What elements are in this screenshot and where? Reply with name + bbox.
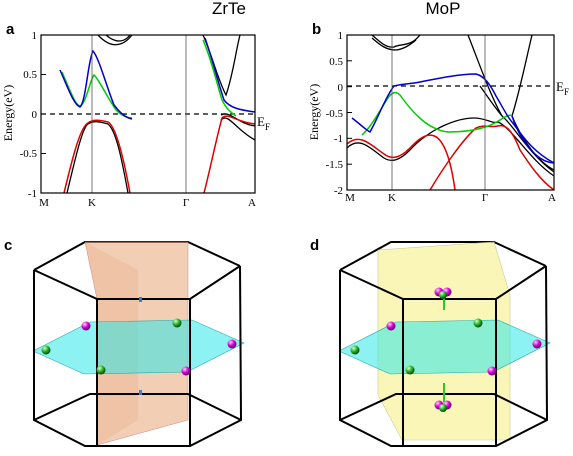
kpoint-a-k: K (88, 197, 96, 209)
marker-c-top (139, 297, 142, 302)
weyl-point-d6 (487, 366, 497, 376)
ytick-a-2: 0 (32, 109, 38, 121)
band-green-b1 (361, 91, 513, 136)
weyl-point-c3 (227, 339, 237, 349)
fermi-label-b: EF (556, 79, 569, 97)
kpoints-a: M K Γ A (39, 197, 256, 209)
weyl-point-d5 (405, 365, 415, 375)
panel-b: b MoP Energy(eV) 1 (307, 0, 569, 204)
bz-d-outline (339, 265, 549, 447)
ytick-b-2: 0 (338, 82, 344, 94)
bz-c-outline (33, 265, 243, 447)
kpoint-b-k: K (388, 192, 396, 204)
bands-b (347, 35, 554, 190)
kz0-plane-d (338, 319, 551, 375)
weyl-point-d2 (473, 318, 483, 328)
bz-c-top-front (33, 265, 241, 300)
band-black-b1 (371, 35, 421, 48)
panel-title-b: MoP (426, 0, 461, 18)
kz0-plane-c (32, 319, 245, 375)
band-black-b4 (511, 35, 533, 117)
panel-c: c (4, 237, 245, 447)
ytick-b-3: -0.5 (326, 108, 344, 120)
weyl-point-c2 (172, 318, 182, 328)
weyl-point-d4 (350, 345, 360, 355)
panel-label-c: c (4, 237, 12, 254)
ytick-a-1: 0.5 (23, 69, 37, 81)
panel-label-a: a (6, 21, 15, 38)
weyl-point-c4 (41, 345, 51, 355)
ytick-b-0: 1 (338, 30, 344, 42)
kpoint-b-a: A (548, 192, 556, 204)
ytick-b-5: -1.5 (326, 159, 344, 171)
band-red-a1 (63, 119, 131, 193)
band-blue-b1 (351, 73, 554, 164)
band-black-b2 (371, 37, 417, 51)
weyl-point-c1 (81, 321, 91, 331)
ytick-a-0: 1 (32, 30, 38, 42)
kpoint-b-gamma: Γ (482, 192, 488, 204)
bands-a (41, 35, 255, 193)
band-red-b1 (347, 134, 456, 190)
band-black-a2 (105, 35, 131, 42)
weyl-point-c6 (181, 366, 191, 376)
bz-d-top-back (339, 241, 547, 271)
panel-label-b: b (312, 21, 321, 38)
kpoints-b: M K Γ A (345, 192, 556, 204)
bz-d-top-front (339, 265, 547, 300)
y-axis-label-a: Energy(eV) (1, 85, 15, 141)
weyl-point-d1 (386, 321, 396, 331)
band-blue-a1 (59, 49, 133, 120)
ytick-a-3: -0.5 (20, 148, 38, 160)
panel-title-a: ZrTe (212, 0, 246, 18)
band-black-a4 (66, 121, 129, 193)
panel-d: d (310, 237, 551, 447)
band-green-a1 (61, 71, 133, 119)
kpoint-a-a: A (248, 197, 256, 209)
panel-label-d: d (310, 237, 319, 254)
weyl-point-c5 (96, 365, 106, 375)
marker-c-bottom (139, 390, 142, 395)
yticks-a: 1 0.5 0 -0.5 -1 (20, 30, 46, 200)
kpoint-a-m: M (39, 197, 49, 209)
ytick-a-4: -1 (28, 188, 37, 200)
band-blue-b2 (511, 115, 554, 164)
ytick-b-1: 0.5 (329, 56, 343, 68)
band-black-a1 (97, 35, 133, 46)
band-black-b3 (467, 35, 503, 117)
ytick-b-6: -2 (334, 185, 343, 197)
band-black-a5 (220, 117, 255, 141)
panel-a: a ZrTe Energy(eV) (1, 0, 270, 209)
band-green-a2 (202, 39, 237, 117)
band-black-a3 (202, 35, 241, 97)
band-blue-a2 (204, 37, 255, 113)
yticks-b: 1 0.5 0 -0.5 -1 -1.5 -2 (326, 30, 352, 197)
kpoint-b-m: M (345, 192, 355, 204)
kpoint-a-gamma: Γ (183, 197, 189, 209)
band-red-a2 (203, 115, 255, 193)
weyl-point-d3 (532, 339, 542, 349)
fermi-label-a: EF (257, 114, 270, 132)
weyl-point-d-bot3 (439, 404, 447, 412)
ytick-b-4: -1 (334, 133, 343, 145)
band-red-b2 (429, 124, 554, 190)
weyl-point-d-top3 (439, 291, 447, 299)
y-axis-label-b: Energy(eV) (307, 84, 321, 140)
